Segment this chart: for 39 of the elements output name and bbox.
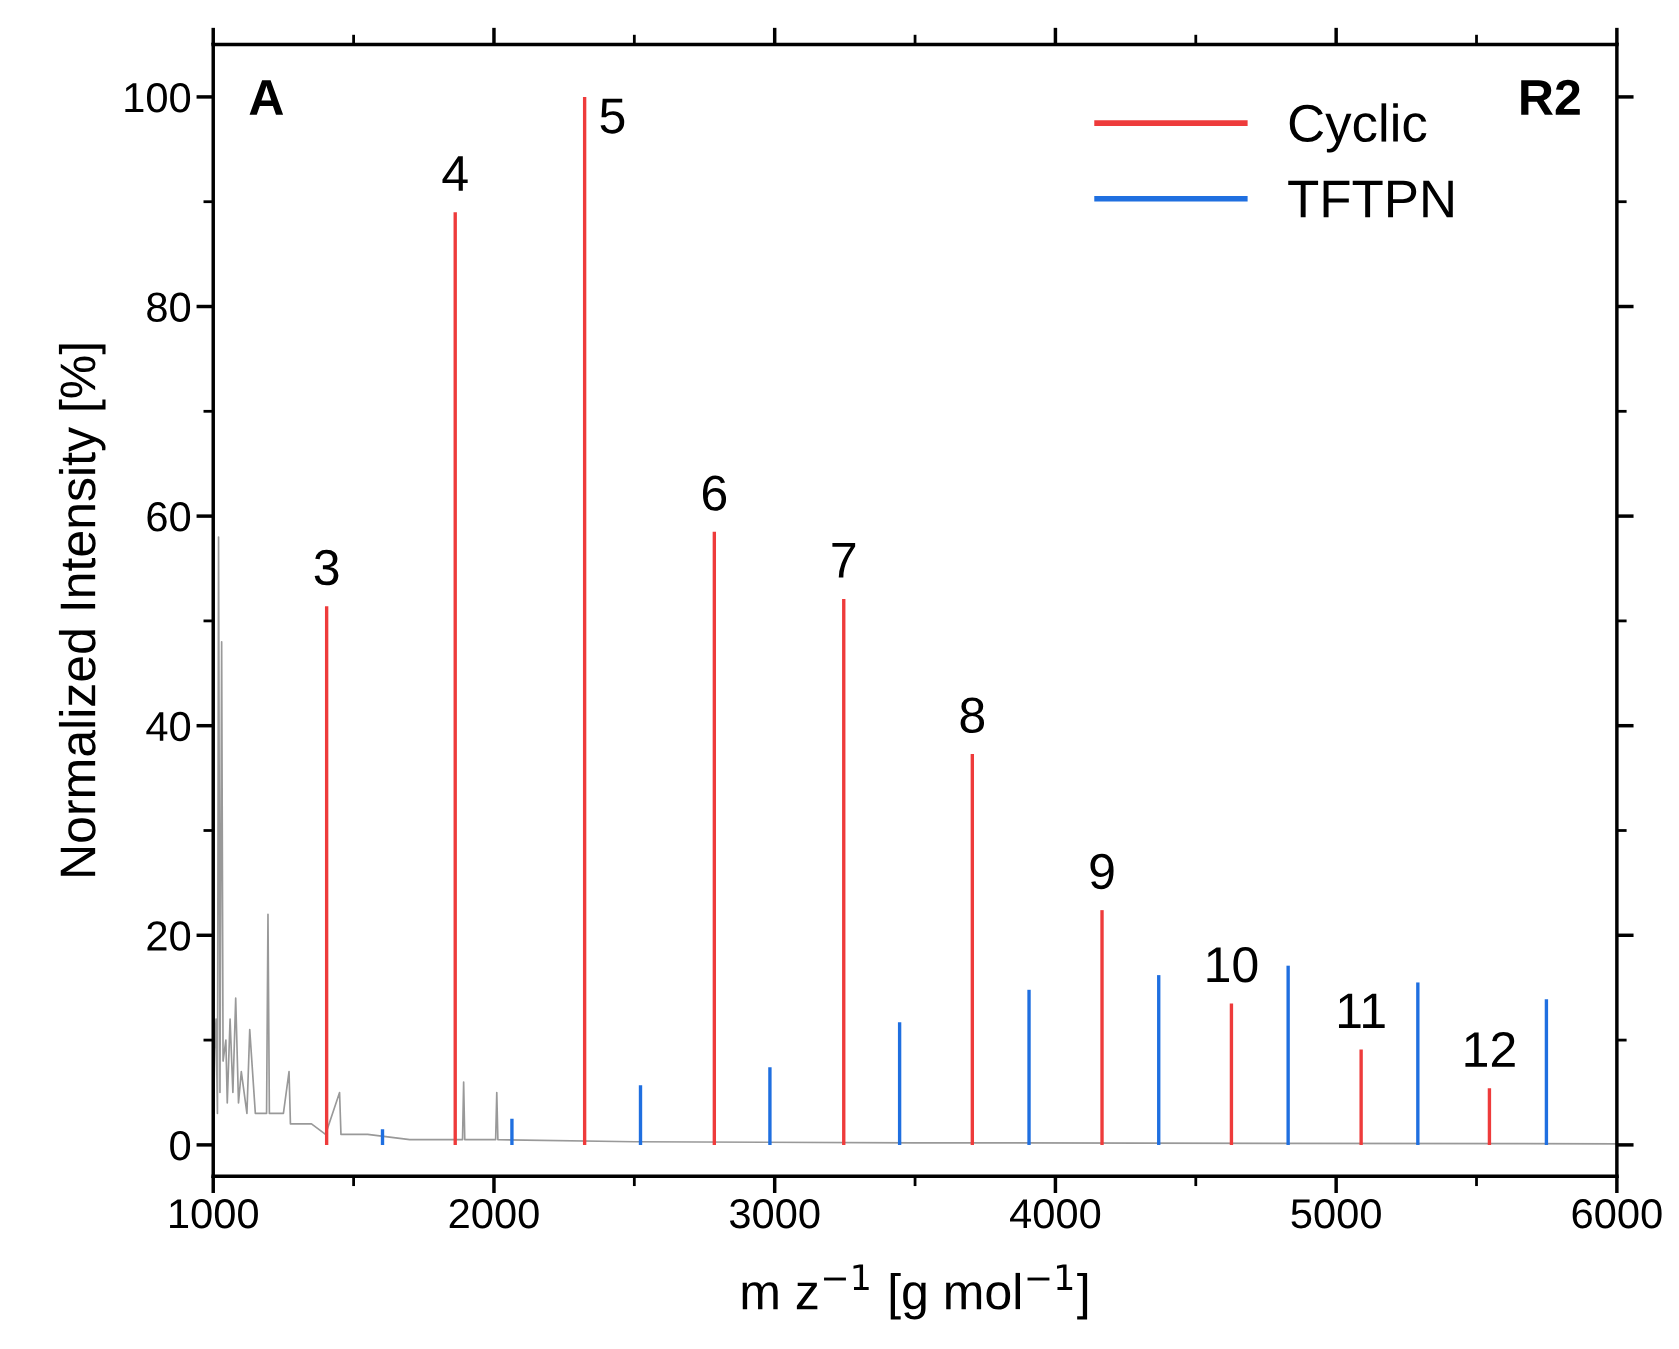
annotation: 3 bbox=[314, 549, 339, 586]
bar bbox=[1487, 1088, 1492, 1145]
annotation: 9 bbox=[1090, 853, 1114, 890]
bar bbox=[768, 1067, 772, 1145]
y-tick-label: 80 bbox=[147, 292, 191, 323]
annotation: 7 bbox=[832, 543, 856, 578]
annotation: 5 bbox=[600, 98, 625, 134]
legend-label: Cyclic bbox=[1289, 103, 1427, 153]
bar bbox=[380, 1129, 385, 1145]
bar bbox=[510, 1118, 514, 1145]
bar bbox=[1027, 989, 1031, 1145]
annotation: 12 bbox=[1465, 1031, 1515, 1067]
y-tick-label: 20 bbox=[147, 921, 191, 951]
y-tick-label: 100 bbox=[125, 82, 191, 113]
bar bbox=[638, 1085, 643, 1145]
annotation: 6 bbox=[702, 475, 727, 511]
x-axis-title: m z$^{−1}$ [g mol$^{−1}$] bbox=[742, 1264, 1088, 1320]
x-tick-label: 1000 bbox=[170, 1198, 258, 1229]
annotation: 10 bbox=[1207, 947, 1258, 983]
x-tick-label: 4000 bbox=[1010, 1198, 1101, 1229]
y-tick-label: 40 bbox=[146, 711, 191, 742]
annotation: 4 bbox=[442, 156, 468, 191]
annotation: A bbox=[249, 80, 284, 115]
line-series bbox=[213, 536, 1617, 1146]
legend-label: TFTPN bbox=[1288, 180, 1453, 218]
x-tick-label: 3000 bbox=[729, 1198, 820, 1229]
x-tick-label: 6000 bbox=[1572, 1198, 1662, 1229]
bar bbox=[1416, 982, 1420, 1145]
bar bbox=[1100, 910, 1104, 1145]
y-tick-label: 60 bbox=[147, 502, 191, 532]
y-tick-label: 0 bbox=[170, 1130, 191, 1161]
y-axis-title: Normalized Intensity [%] bbox=[58, 344, 106, 876]
x-tick-label: 5000 bbox=[1291, 1198, 1381, 1229]
annotation: 8 bbox=[960, 697, 985, 733]
annotation: R2 bbox=[1521, 79, 1580, 115]
x-tick-label: 2000 bbox=[449, 1198, 539, 1229]
annotation: 11 bbox=[1338, 993, 1385, 1029]
bar bbox=[1359, 1049, 1363, 1145]
bar bbox=[1286, 965, 1290, 1145]
